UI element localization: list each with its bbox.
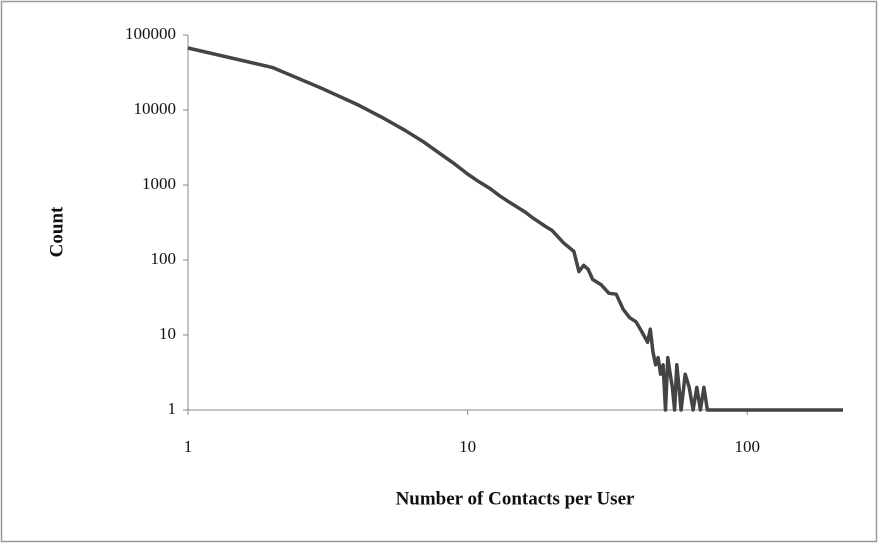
x-axis-label: Number of Contacts per User [396,488,635,509]
y-axis-label: Count [46,206,67,257]
y-tick-label: 100000 [125,24,176,43]
y-tick-label: 10 [159,324,176,343]
y-tick-label: 1000 [142,174,176,193]
y-tick-label: 1 [168,399,177,418]
x-tick-label: 100 [735,437,761,456]
x-tick-label: 10 [459,437,476,456]
x-tick-label: 1 [184,437,193,456]
y-tick-label: 100 [151,249,177,268]
data-line [187,46,843,412]
y-tick-label: 10000 [134,99,177,118]
